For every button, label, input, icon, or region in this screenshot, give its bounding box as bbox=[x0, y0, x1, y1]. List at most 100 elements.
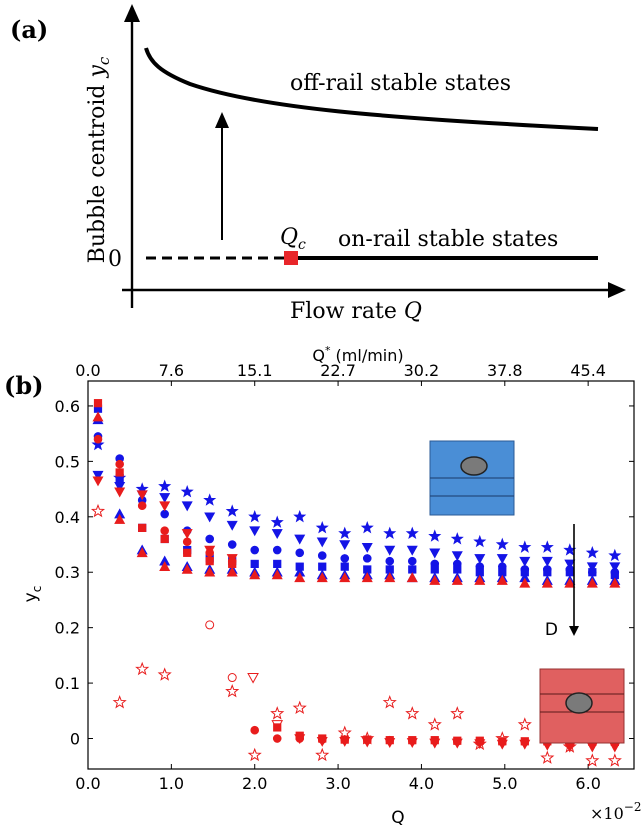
d-arrow-label: D bbox=[545, 620, 558, 640]
y-tick-label: 0.4 bbox=[55, 508, 80, 527]
data-point-star bbox=[294, 511, 305, 522]
top-tick-label: 22.7 bbox=[320, 361, 356, 380]
data-point-square bbox=[544, 568, 552, 576]
data-point-triangle-down bbox=[93, 477, 103, 486]
data-point-star bbox=[159, 480, 170, 491]
top-tick-label: 7.6 bbox=[159, 361, 184, 380]
data-point-triangle-up bbox=[93, 412, 103, 421]
data-point-triangle-down bbox=[610, 743, 620, 752]
data-point-triangle-down bbox=[160, 493, 170, 502]
data-point-star bbox=[227, 505, 238, 516]
top-tick-label: 0.0 bbox=[75, 361, 100, 380]
data-point-star bbox=[204, 494, 215, 505]
data-point-triangle-down bbox=[115, 488, 125, 497]
data-point-star bbox=[317, 749, 328, 760]
data-point-star bbox=[452, 708, 463, 719]
y-tick-label: 0.6 bbox=[55, 397, 80, 416]
data-point-star bbox=[519, 719, 530, 730]
data-point-star bbox=[362, 522, 373, 533]
data-point-square bbox=[183, 549, 191, 557]
data-point-triangle-up bbox=[407, 573, 417, 582]
panel-a: (a) Bubble centroid yc 0 Flow rate Q off… bbox=[10, 4, 626, 324]
top-tick-label: 37.8 bbox=[487, 361, 523, 380]
data-point-circle bbox=[273, 546, 281, 554]
y-tick-label: 0.5 bbox=[55, 452, 80, 471]
data-point-star bbox=[384, 696, 395, 707]
data-point-star bbox=[114, 696, 125, 707]
data-point-triangle-down bbox=[205, 513, 215, 522]
panel-b-ylabel: yc bbox=[21, 586, 44, 603]
data-point-square bbox=[228, 560, 236, 568]
panel-a-ylabel: Bubble centroid yc bbox=[85, 56, 113, 263]
data-point-circle bbox=[206, 621, 214, 629]
panel-b-xlabel: Q bbox=[391, 808, 404, 828]
data-point-triangle-down bbox=[182, 529, 192, 538]
data-point-star bbox=[519, 541, 530, 552]
data-point-triangle-down bbox=[317, 538, 327, 547]
data-point-circle bbox=[94, 435, 102, 443]
data-point-circle bbox=[341, 554, 349, 562]
panel-a-label: (a) bbox=[10, 15, 48, 44]
panel-a-x-arrowhead bbox=[608, 282, 626, 298]
y-tick-label: 0.1 bbox=[55, 674, 80, 693]
panel-a-y-zero-label: 0 bbox=[108, 247, 122, 272]
data-point-triangle-down bbox=[362, 543, 372, 552]
data-point-circle bbox=[183, 538, 191, 546]
data-point-star bbox=[497, 539, 508, 550]
data-point-star bbox=[227, 685, 238, 696]
inset-on-rail bbox=[540, 669, 624, 743]
data-point-circle bbox=[228, 674, 236, 682]
data-point-star bbox=[407, 527, 418, 538]
data-point-circle bbox=[296, 549, 304, 557]
x-tick-label: 3.0 bbox=[325, 774, 350, 793]
data-point-star bbox=[159, 669, 170, 680]
data-point-circle bbox=[161, 527, 169, 535]
panel-b-x-multiplier: ×10−2 bbox=[590, 800, 641, 823]
data-point-square bbox=[273, 560, 281, 568]
data-point-circle bbox=[318, 552, 326, 560]
critical-point-label: Qc bbox=[280, 225, 306, 253]
data-point-square bbox=[566, 568, 574, 576]
critical-point-marker bbox=[284, 251, 298, 265]
data-point-square bbox=[116, 469, 124, 477]
data-point-triangle-down bbox=[385, 546, 395, 555]
data-point-circle bbox=[251, 546, 259, 554]
data-point-star bbox=[272, 708, 283, 719]
data-point-square bbox=[408, 566, 416, 574]
data-point-star bbox=[542, 541, 553, 552]
panel-a-xlabel: Flow rate Q bbox=[290, 299, 422, 324]
panel-a-y-arrowhead bbox=[124, 4, 140, 22]
data-point-star bbox=[272, 516, 283, 527]
data-point-square bbox=[161, 535, 169, 543]
data-point-star bbox=[609, 550, 620, 561]
data-point-star bbox=[609, 755, 620, 766]
data-point-star bbox=[474, 536, 485, 547]
inset-off-rail bbox=[430, 441, 514, 515]
data-point-square bbox=[589, 568, 597, 576]
data-point-triangle-down bbox=[452, 552, 462, 561]
data-point-triangle-down bbox=[542, 557, 552, 566]
data-point-triangle-down bbox=[340, 541, 350, 550]
on-rail-label: on-rail stable states bbox=[338, 227, 558, 252]
data-point-triangle-down bbox=[430, 549, 440, 558]
top-tick-label: 15.1 bbox=[237, 361, 273, 380]
data-point-triangle-down bbox=[182, 502, 192, 511]
x-tick-label: 6.0 bbox=[575, 774, 600, 793]
data-point-circle bbox=[228, 541, 236, 549]
top-tick-label: 30.2 bbox=[404, 361, 440, 380]
data-point-star bbox=[317, 522, 328, 533]
inset-on-rail-bubble bbox=[566, 693, 592, 713]
data-point-star bbox=[339, 527, 350, 538]
data-point-star bbox=[587, 755, 598, 766]
data-point-star bbox=[429, 719, 440, 730]
data-point-star bbox=[452, 533, 463, 544]
data-point-triangle-down bbox=[520, 557, 530, 566]
inset-off-rail-bubble bbox=[461, 457, 487, 475]
y-tick-label: 0 bbox=[70, 730, 80, 749]
data-point-star bbox=[384, 527, 395, 538]
data-point-triangle-down bbox=[250, 527, 260, 536]
data-point-star bbox=[249, 749, 260, 760]
data-point-square bbox=[94, 399, 102, 407]
x-tick-label: 4.0 bbox=[409, 774, 434, 793]
data-point-square bbox=[251, 560, 259, 568]
